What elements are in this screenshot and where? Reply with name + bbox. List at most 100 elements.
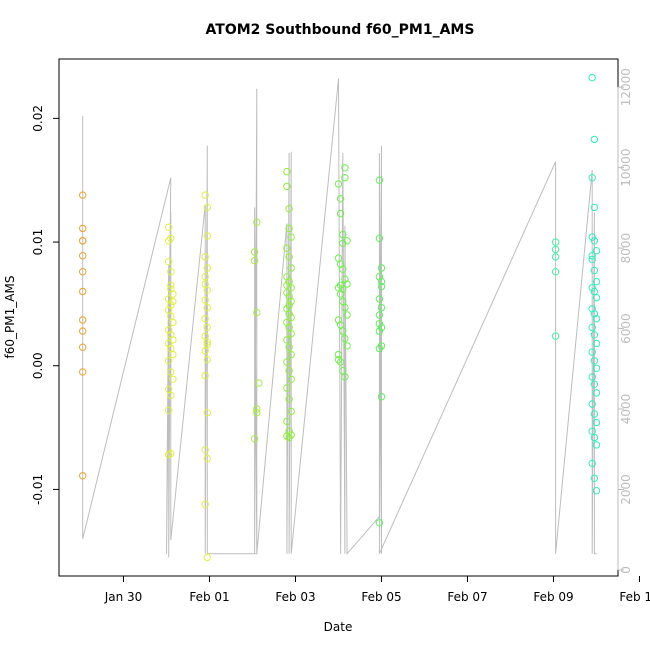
data-point (592, 487, 601, 495)
data-point (203, 454, 212, 463)
data-point (336, 195, 345, 203)
data-point (375, 519, 384, 527)
data-point (203, 286, 212, 294)
data-point (203, 338, 212, 346)
data-point (588, 252, 596, 260)
data-point (169, 336, 177, 344)
data-point (551, 332, 560, 340)
data-point (588, 174, 596, 182)
data-point (79, 268, 87, 276)
data-point (285, 205, 293, 213)
data-point (590, 310, 599, 318)
data-point (287, 375, 295, 383)
data-point (201, 191, 209, 199)
data-point (285, 253, 293, 261)
data-point (169, 318, 177, 327)
data-point (255, 379, 263, 387)
data-point (79, 472, 87, 480)
data-point (375, 311, 384, 319)
data-point (79, 368, 87, 376)
data-point (343, 342, 351, 350)
data-point (336, 260, 345, 268)
data-point (283, 384, 291, 392)
data-point (592, 294, 601, 302)
chart-title: ATOM2 Southbound f60_PM1_AMS (206, 22, 475, 38)
data-point (285, 301, 293, 309)
data-point (285, 224, 293, 233)
data-point (341, 373, 349, 381)
data-point (287, 313, 295, 322)
data-point (203, 232, 212, 240)
data-point (592, 441, 601, 449)
data-point (167, 368, 175, 376)
data-point (590, 474, 599, 482)
y-axis-label: f60_PM1_AMS (3, 276, 17, 359)
data-point (341, 174, 349, 182)
x-tick-label: Feb 09 (533, 590, 573, 604)
y2-tick-label: 2000 (619, 474, 633, 505)
data-point (588, 459, 596, 468)
data-point (167, 268, 175, 276)
data-point (592, 247, 601, 255)
data-point (336, 209, 345, 218)
data-point (588, 255, 596, 264)
y-tick-label: -0.01 (31, 474, 45, 505)
data-point (165, 237, 173, 245)
data-point (283, 244, 291, 252)
data-point (79, 316, 87, 324)
data-point (334, 316, 343, 324)
data-point (551, 253, 560, 261)
data-point (334, 254, 343, 262)
y-axis: -0.01 0.00 0.01 0.02 (31, 105, 59, 505)
y2-tick-label: 8000 (619, 233, 633, 264)
data-point (590, 266, 599, 275)
data-point (283, 417, 291, 426)
data-point (551, 238, 560, 246)
data-point (336, 281, 345, 289)
data-point (165, 406, 173, 414)
y2-tick-label: 4000 (619, 394, 633, 425)
data-point (377, 282, 386, 291)
data-point (169, 297, 177, 306)
data-point (377, 393, 386, 401)
data-point (167, 281, 175, 289)
data-point (334, 355, 343, 364)
data-point (377, 342, 386, 350)
data-point (283, 305, 291, 313)
data-point (592, 339, 601, 348)
data-point (167, 285, 175, 293)
data-point (283, 336, 291, 344)
data-point (375, 344, 384, 353)
data-point (339, 230, 347, 239)
x-tick-label: Feb 01 (189, 590, 229, 604)
data-point (592, 277, 601, 286)
y2-tick-label: 0 (619, 566, 633, 574)
line-layer (82, 78, 597, 558)
data-point (588, 73, 596, 82)
data-point (283, 167, 291, 176)
data-point (165, 258, 173, 266)
data-point (551, 245, 560, 254)
data-point (287, 350, 295, 359)
y2-tick-label: 10000 (619, 149, 633, 187)
data-point (203, 553, 212, 562)
data-point (590, 433, 599, 442)
data-point (590, 380, 599, 388)
data-point (79, 224, 87, 233)
data-point (201, 315, 209, 323)
data-point (341, 275, 349, 283)
data-point (253, 308, 261, 317)
data-point (283, 273, 291, 281)
data-point (285, 310, 293, 318)
data-point (203, 203, 212, 212)
data-point (287, 233, 295, 241)
data-point (377, 323, 386, 332)
data-point (169, 290, 177, 298)
data-point (588, 323, 596, 332)
y-tick-label: 0.00 (31, 352, 45, 379)
x-tick-label: Feb 11 (619, 590, 650, 604)
data-point (339, 265, 347, 273)
data-point (588, 348, 596, 356)
data-point (592, 389, 601, 397)
data-point (167, 331, 175, 339)
